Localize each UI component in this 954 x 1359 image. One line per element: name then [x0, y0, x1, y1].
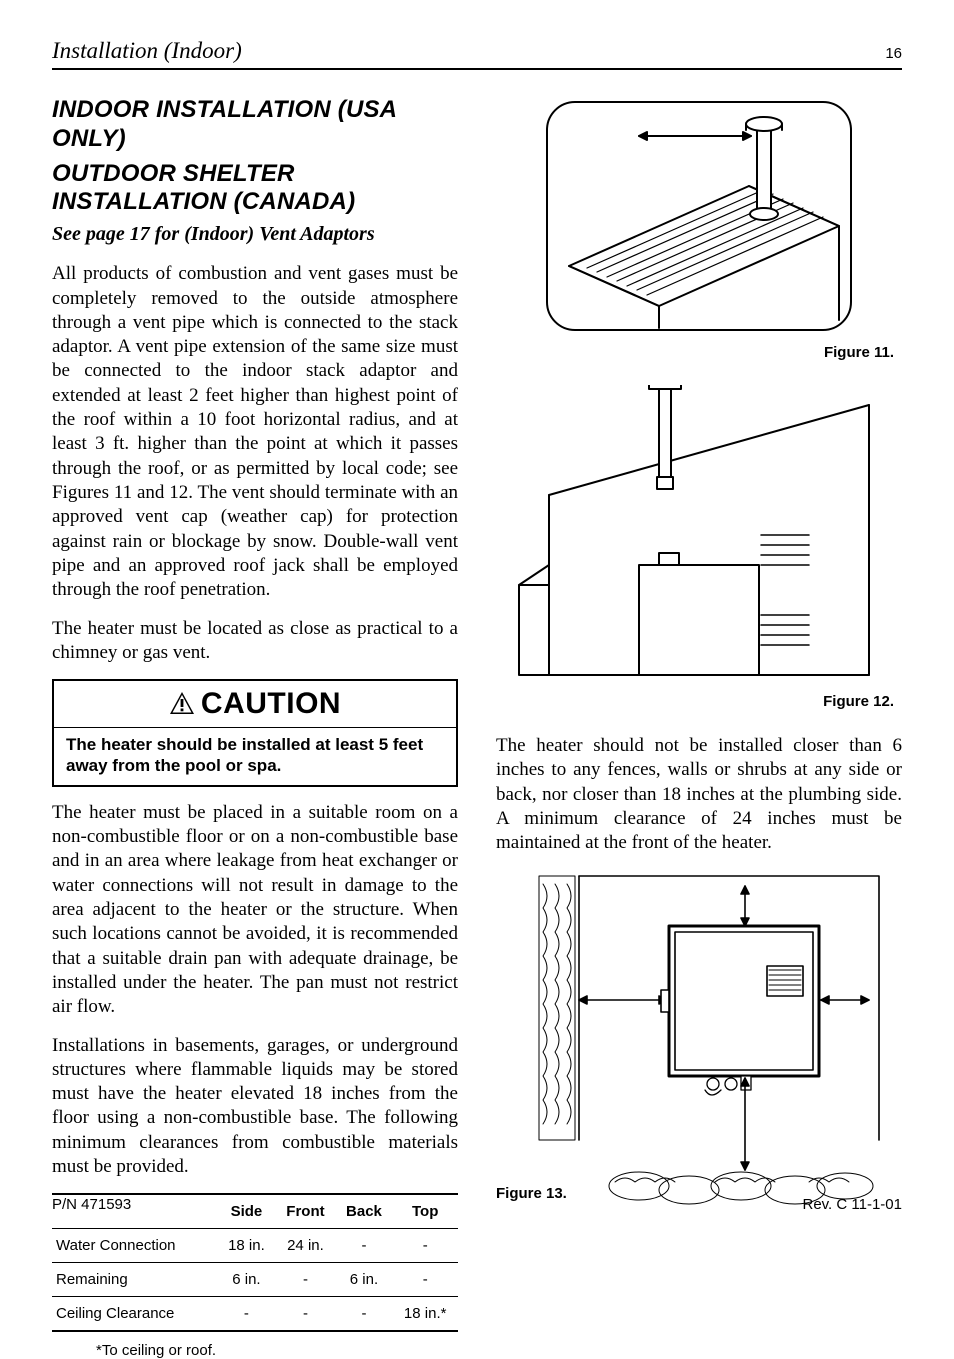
subheading: See page 17 for (Indoor) Vent Adaptors [52, 223, 458, 246]
figure-13-svg [509, 870, 889, 1210]
table-cell: - [217, 1297, 275, 1332]
table-row: Remaining 6 in. - 6 in. - [52, 1263, 458, 1297]
clearance-table: Side Front Back Top Water Connection 18 … [52, 1193, 458, 1332]
table-cell: 18 in.* [392, 1297, 458, 1332]
page-header: Installation (Indoor) 16 [52, 38, 902, 70]
table-cell: 6 in. [217, 1263, 275, 1297]
figure-11-caption: Figure 11. [496, 344, 894, 361]
table-cell: - [336, 1229, 393, 1263]
figure-12-caption: Figure 12. [496, 693, 894, 710]
figure-12 [496, 385, 902, 685]
page: Installation (Indoor) 16 INDOOR INSTALLA… [0, 0, 954, 1235]
figure-11-svg [539, 96, 859, 336]
page-number: 16 [885, 45, 902, 62]
heading-line-2: OUTDOOR SHELTER INSTALLATION (CANADA) [52, 160, 458, 218]
left-column: INDOOR INSTALLATION (USA ONLY) OUTDOOR S… [52, 96, 458, 1359]
footer-revision: Rev. C 11-1-01 [803, 1196, 903, 1213]
table-cell: - [275, 1297, 335, 1332]
paragraph-2: The heater must be located as close as p… [52, 617, 458, 666]
caution-box: CAUTION The heater should be installed a… [52, 679, 458, 787]
table-footnote: *To ceiling or roof. [96, 1342, 458, 1359]
page-footer: P/N 471593 Rev. C 11-1-01 [52, 1196, 902, 1213]
table-cell: - [336, 1297, 393, 1332]
paragraph-3: The heater must be placed in a suitable … [52, 801, 458, 1020]
figure-11 [496, 96, 902, 336]
table-cell: Remaining [52, 1263, 217, 1297]
right-column: Figure 11. [496, 96, 902, 1359]
table-cell: 24 in. [275, 1229, 335, 1263]
section-title: Installation (Indoor) [52, 38, 242, 64]
caution-label: CAUTION [201, 687, 341, 720]
table-cell: Water Connection [52, 1229, 217, 1263]
table-row: Water Connection 18 in. 24 in. - - [52, 1229, 458, 1263]
caution-heading: CAUTION [54, 681, 456, 728]
caution-body: The heater should be installed at least … [54, 728, 456, 785]
table-cell: 6 in. [336, 1263, 393, 1297]
figure-12-svg [509, 385, 889, 685]
content-columns: INDOOR INSTALLATION (USA ONLY) OUTDOOR S… [52, 96, 902, 1359]
table-cell: - [275, 1263, 335, 1297]
table-cell: - [392, 1263, 458, 1297]
table-cell: - [392, 1229, 458, 1263]
table-cell: 18 in. [217, 1229, 275, 1263]
table-cell: Ceiling Clearance [52, 1297, 217, 1332]
paragraph-4: Installations in basements, garages, or … [52, 1034, 458, 1180]
footer-part-number: P/N 471593 [52, 1196, 131, 1213]
paragraph-1: All products of combustion and vent gase… [52, 262, 458, 602]
right-paragraph-1: The heater should not be installed close… [496, 734, 902, 856]
warning-icon [169, 689, 195, 723]
heading-line-1: INDOOR INSTALLATION (USA ONLY) [52, 96, 458, 154]
table-row: Ceiling Clearance - - - 18 in.* [52, 1297, 458, 1332]
figure-13: Figure 13. [496, 870, 902, 1210]
